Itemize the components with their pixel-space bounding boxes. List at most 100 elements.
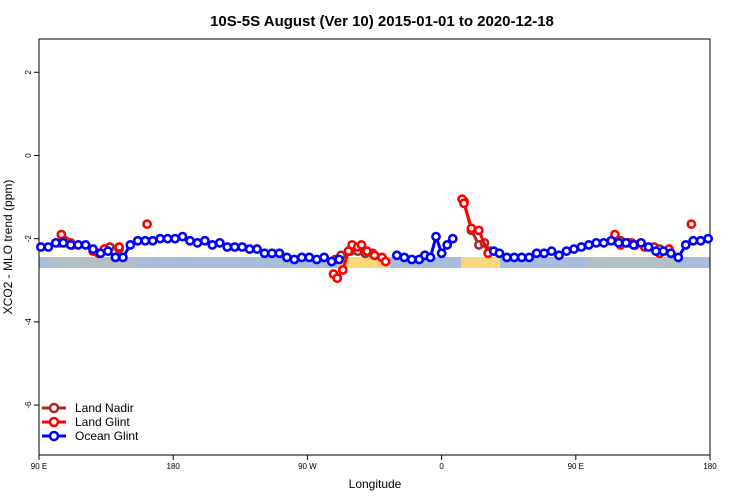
series-ocean-glint-point xyxy=(606,235,617,246)
legend-land-glint-label: Land Glint xyxy=(75,415,130,429)
series-land-glint-point xyxy=(142,219,153,230)
series-ocean-glint-point xyxy=(117,252,128,263)
series-ocean-glint-point xyxy=(531,248,542,259)
series-ocean-glint-point xyxy=(80,240,91,250)
series-ocean-glint-point xyxy=(636,237,646,248)
series-ocean-glint-point xyxy=(267,248,277,259)
series-ocean-glint xyxy=(35,231,714,267)
legend-entry-land-nadir: Land Nadir xyxy=(42,401,134,415)
series-ocean-glint-point xyxy=(665,248,676,259)
series-land-glint-point xyxy=(114,242,125,252)
series-ocean-glint-point xyxy=(237,242,248,252)
series-ocean-glint-point xyxy=(326,256,337,267)
y-tick-label: -6 xyxy=(24,401,33,409)
plot-frame xyxy=(38,38,711,456)
series-ocean-glint-point xyxy=(65,240,76,250)
series-ocean-glint-point xyxy=(162,233,173,244)
series-ocean-glint-point xyxy=(207,240,218,250)
series-ocean-glint-point xyxy=(110,252,121,263)
series-land-glint-point xyxy=(362,246,372,257)
series-ocean-glint-point xyxy=(569,244,579,254)
y-axis-label: XCO2 - MLO trend (ppm) xyxy=(1,180,15,315)
series-land-glint-point xyxy=(369,250,380,261)
series-land-glint-point xyxy=(356,240,367,250)
y-tick-label: -2 xyxy=(24,235,33,243)
series-ocean-glint-point xyxy=(673,252,684,263)
series-ocean-glint-point xyxy=(425,252,436,263)
series-ocean-glint-point xyxy=(170,233,180,244)
series-ocean-glint-point xyxy=(88,244,98,254)
legend: Land Nadir Land Glint Ocean Glint xyxy=(42,401,139,443)
series-ocean-glint-point xyxy=(583,240,594,250)
series-ocean-glint-point xyxy=(155,233,166,244)
island-strip-east xyxy=(588,257,676,268)
series-ocean-glint-point xyxy=(334,254,344,265)
x-tick-label: 90 E xyxy=(31,462,47,471)
series-ocean-glint-point xyxy=(539,248,550,259)
series-ocean-glint-point xyxy=(304,252,315,263)
series-ocean-glint-point xyxy=(222,242,233,252)
series-ocean-glint-point xyxy=(598,237,609,248)
series-ocean-glint-point xyxy=(680,240,691,250)
land-strip-africa xyxy=(461,257,500,268)
series-ocean-glint-point xyxy=(296,252,307,263)
series-ocean-glint-point xyxy=(436,248,447,259)
series-land-glint-point xyxy=(337,264,348,275)
series-land-glint-point xyxy=(473,225,484,236)
series-ocean-glint-point xyxy=(628,240,639,250)
series-ocean-glint-point xyxy=(431,231,441,242)
series-ocean-glint-point xyxy=(651,246,661,257)
series-ocean-glint-point xyxy=(658,246,669,257)
series-ocean-glint-point xyxy=(259,248,270,259)
series-ocean-glint-point xyxy=(289,254,300,265)
legend-land-nadir-marker xyxy=(48,402,60,414)
series-ocean-glint-point xyxy=(442,240,453,250)
series-ocean-glint-point xyxy=(509,252,520,263)
series-ocean-glint-point xyxy=(447,233,458,244)
legend-land-nadir-label: Land Nadir xyxy=(75,401,134,415)
series-ocean-glint-point xyxy=(43,242,54,252)
series-ocean-glint-point xyxy=(561,246,572,257)
series-ocean-glint-point xyxy=(140,235,151,246)
y-tick-label: 0 xyxy=(24,153,33,158)
series-ocean-glint-point xyxy=(319,252,330,263)
series-ocean-glint-point xyxy=(125,240,136,250)
legend-entry-ocean-glint: Ocean Glint xyxy=(42,429,139,443)
series-ocean-glint-point xyxy=(73,240,84,250)
surface-strip xyxy=(39,257,710,268)
legend-ocean-glint-label: Ocean Glint xyxy=(75,429,139,443)
series-ocean-glint-point xyxy=(103,246,113,257)
series-ocean-glint-point xyxy=(695,235,706,246)
series-ocean-glint-point xyxy=(406,254,417,265)
series-ocean-glint-point xyxy=(132,235,143,246)
series-ocean-glint-point xyxy=(546,246,557,257)
series-ocean-glint-point xyxy=(35,242,46,252)
series-ocean-glint-point xyxy=(192,237,203,248)
series-land-glint-point xyxy=(459,198,469,209)
legend-entry-land-glint: Land Glint xyxy=(42,415,130,429)
series-land-glint-point xyxy=(686,219,697,230)
series-ocean-glint-point xyxy=(501,252,512,263)
series-ocean-glint-point xyxy=(147,235,158,246)
series-ocean-glint-point xyxy=(199,235,210,246)
x-tick-label: 90 E xyxy=(568,462,584,471)
x-axis: 90 E 180 90 W 0 90 E 180 xyxy=(31,455,717,471)
series-land-glint-point xyxy=(56,229,67,240)
series-ocean-glint-point xyxy=(391,250,402,261)
series-ocean-glint-point xyxy=(524,252,535,263)
series-ocean-glint-point xyxy=(494,248,505,259)
series-ocean-glint-point xyxy=(621,237,632,248)
x-tick-label: 180 xyxy=(167,462,181,471)
y-tick-label: 2 xyxy=(24,70,33,75)
series-ocean-glint-point xyxy=(576,242,587,252)
y-axis: 2 0 -2 -4 -6 xyxy=(24,70,39,409)
series-ocean-glint-point xyxy=(274,248,285,259)
series-land-glint-point xyxy=(332,273,343,284)
series-ocean-glint-point xyxy=(311,254,322,265)
y-tick-label: -4 xyxy=(24,318,33,326)
series-ocean-glint-point xyxy=(399,252,410,263)
series-land-glint-point xyxy=(380,256,391,267)
series-ocean-glint-point xyxy=(252,244,262,254)
series-ocean-glint-point xyxy=(591,237,602,248)
series-ocean-glint-point xyxy=(185,235,195,246)
